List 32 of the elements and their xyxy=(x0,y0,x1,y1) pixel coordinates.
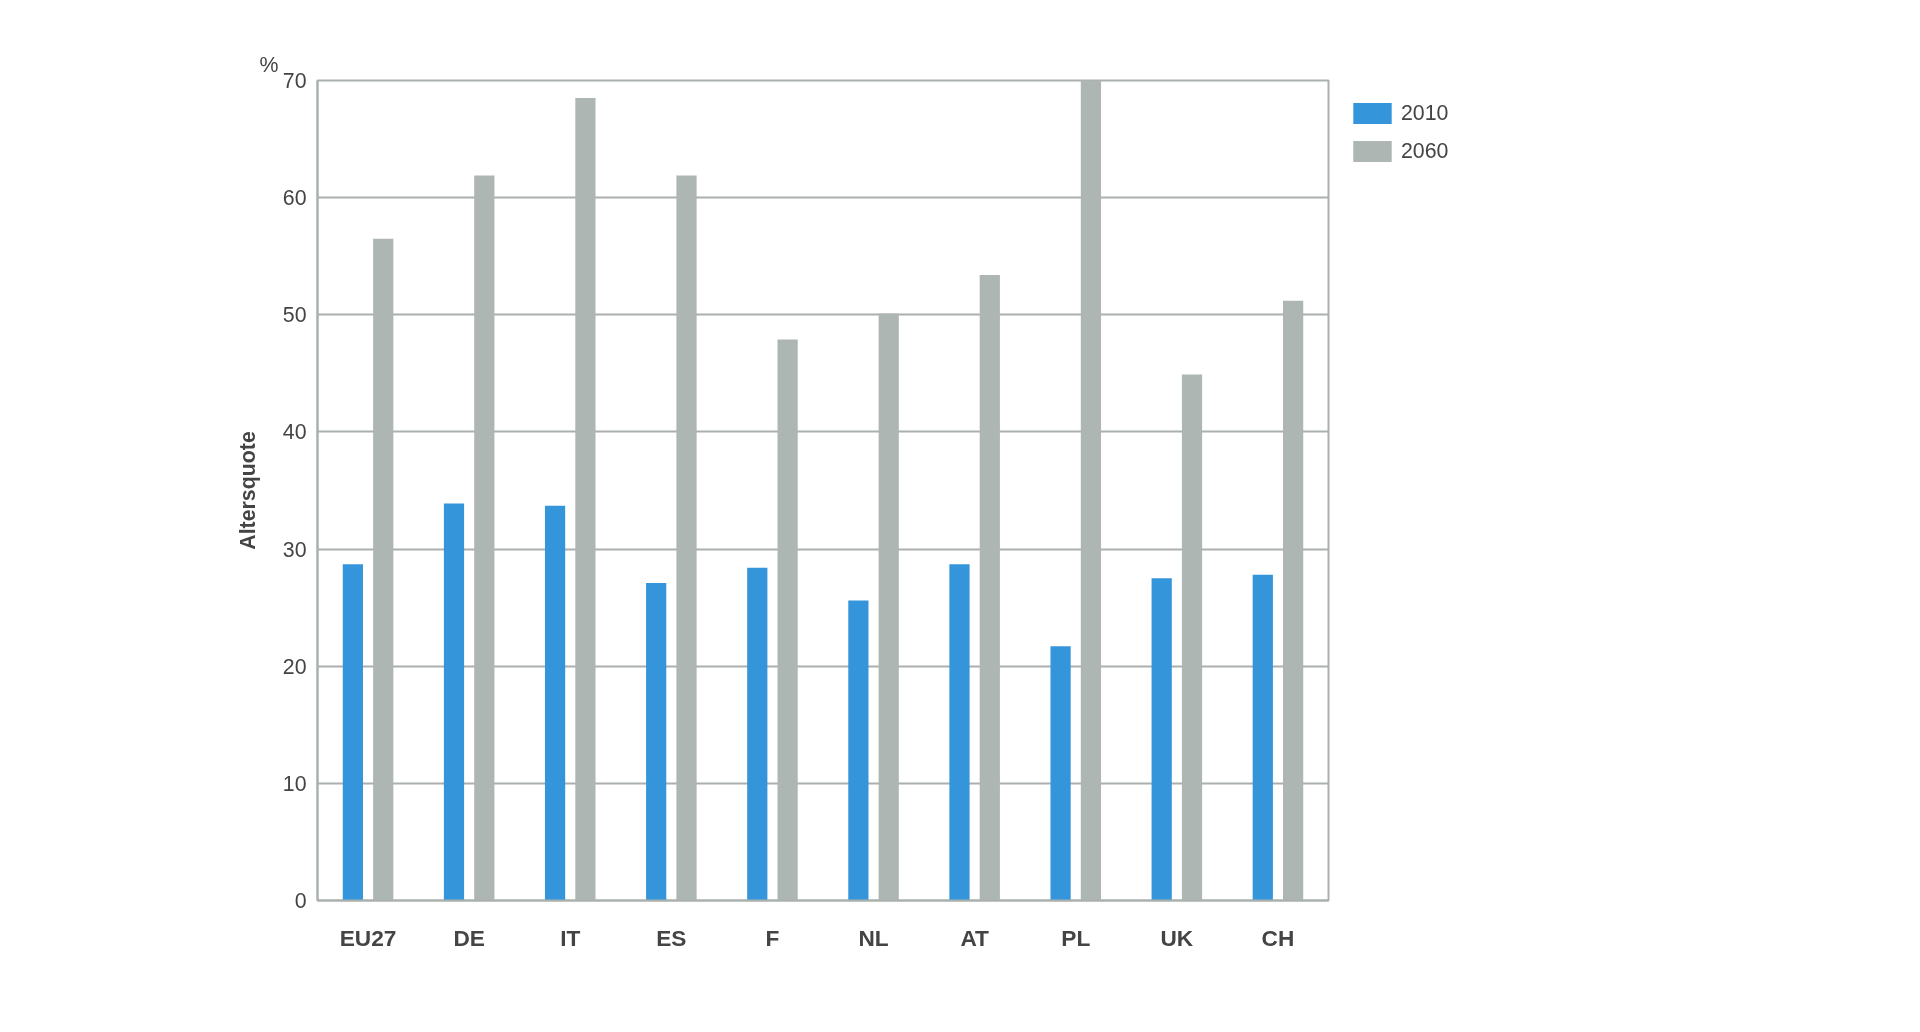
bar xyxy=(443,503,465,901)
text: % xyxy=(259,52,279,77)
x-tick-label: NL xyxy=(858,924,889,951)
y-tick-label: 40 xyxy=(282,420,307,445)
y-tick-label: 30 xyxy=(282,537,307,562)
bar xyxy=(342,564,363,901)
bar xyxy=(544,505,566,901)
bar xyxy=(949,564,970,901)
x-tick-label: AT xyxy=(960,924,990,951)
x-tick-label: ES xyxy=(656,924,687,951)
y-tick-label: 70 xyxy=(282,69,307,93)
bar xyxy=(848,600,869,901)
legend-label: 2010 xyxy=(1401,100,1449,126)
x-tick-label: IT xyxy=(560,924,581,951)
x-tick-label: EU27 xyxy=(339,924,397,951)
bar xyxy=(646,583,667,901)
x-tick-label: CH xyxy=(1261,924,1295,951)
x-tick-label: PL xyxy=(1061,924,1091,951)
bar xyxy=(747,567,768,901)
y-tick-label: 60 xyxy=(282,186,307,211)
x-tick-label: F xyxy=(765,924,780,951)
legend-label: 2060 xyxy=(1401,138,1449,164)
bar xyxy=(1252,574,1273,901)
y-axis-title: Altersquote xyxy=(235,431,260,550)
bar xyxy=(1151,578,1172,901)
y-tick-label: 50 xyxy=(282,303,307,328)
y-tick-label: 20 xyxy=(282,654,307,679)
x-tick-label: UK xyxy=(1160,924,1194,951)
x-tick-label: DE xyxy=(453,924,485,951)
y-tick-label: 0 xyxy=(294,889,307,913)
y-tick-label: 10 xyxy=(282,771,307,796)
bar xyxy=(1050,646,1071,901)
